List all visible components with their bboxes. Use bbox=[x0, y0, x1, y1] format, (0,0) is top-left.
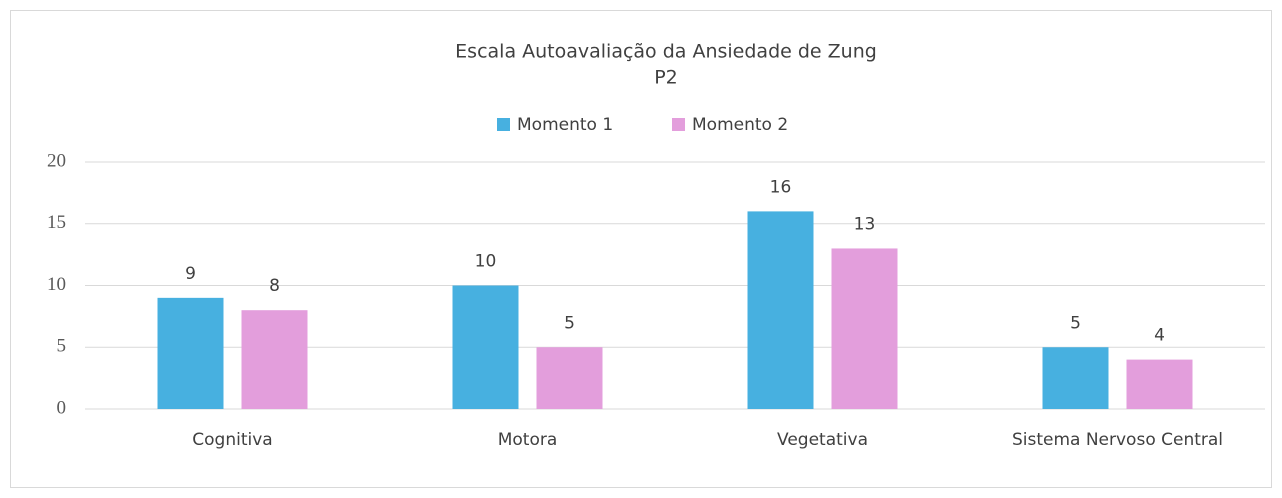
chart-title: Escala Autoavaliação da Ansiedade de Zun… bbox=[455, 41, 877, 63]
y-tick-label: 5 bbox=[57, 336, 67, 357]
data-label: 10 bbox=[475, 252, 497, 272]
data-label: 4 bbox=[1154, 326, 1165, 346]
chart-frame bbox=[10, 10, 1272, 488]
data-label: 5 bbox=[564, 313, 575, 333]
x-tick-label: Vegetativa bbox=[777, 430, 868, 450]
chart-subtitle: P2 bbox=[654, 67, 678, 89]
bar bbox=[157, 297, 224, 409]
data-label: 9 bbox=[185, 264, 196, 284]
y-tick-label: 0 bbox=[57, 397, 67, 418]
x-tick-label: Cognitiva bbox=[192, 430, 272, 450]
y-tick-label: 10 bbox=[47, 274, 66, 295]
x-tick-label: Motora bbox=[498, 430, 558, 450]
bar bbox=[536, 347, 603, 409]
data-label: 8 bbox=[269, 276, 280, 296]
bar bbox=[1126, 359, 1193, 409]
legend-swatch bbox=[672, 118, 685, 131]
bar bbox=[1042, 347, 1109, 409]
legend-label: Momento 2 bbox=[692, 115, 788, 135]
data-label: 5 bbox=[1070, 313, 1081, 333]
legend-label: Momento 1 bbox=[517, 115, 613, 135]
y-tick-label: 20 bbox=[47, 150, 66, 171]
bar bbox=[452, 285, 519, 409]
bar bbox=[241, 310, 308, 409]
bar bbox=[747, 211, 814, 409]
data-label: 13 bbox=[854, 214, 876, 234]
x-tick-label: Sistema Nervoso Central bbox=[1012, 430, 1223, 450]
legend-swatch bbox=[497, 118, 510, 131]
y-tick-label: 15 bbox=[47, 212, 66, 233]
bar bbox=[831, 248, 898, 409]
data-label: 16 bbox=[770, 177, 792, 197]
